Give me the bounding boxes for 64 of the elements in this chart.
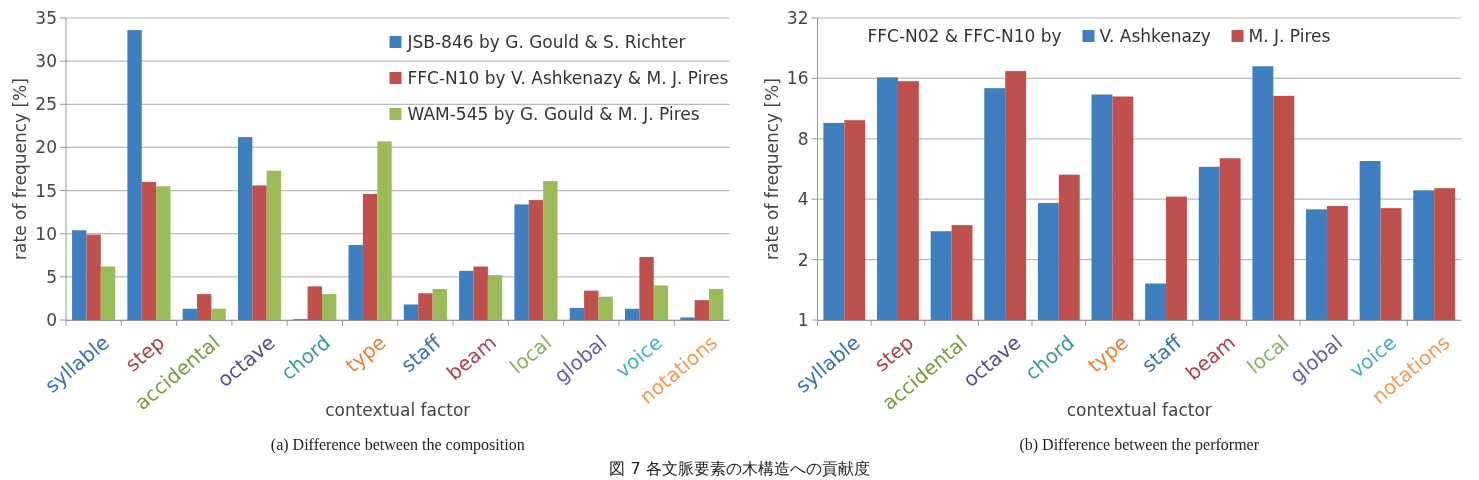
y-tick-label: 5 bbox=[46, 266, 57, 287]
x-axis-title: contextual factor bbox=[1066, 400, 1212, 420]
bar bbox=[432, 288, 447, 320]
legend-label: V. Ashkenazy bbox=[1099, 26, 1211, 46]
y-tick-label: 15 bbox=[35, 180, 57, 201]
legend-label: FFC-N10 by V. Ashkenazy & M. J. Pires bbox=[407, 68, 729, 88]
legend-label: WAM-545 by G. Gould & M. J. Pires bbox=[407, 104, 700, 124]
bar bbox=[528, 200, 544, 320]
bar bbox=[418, 293, 433, 320]
bar bbox=[625, 308, 640, 320]
x-tick-label: type bbox=[1082, 330, 1133, 378]
x-tick-label: type bbox=[340, 330, 391, 378]
bar bbox=[266, 170, 282, 320]
bar bbox=[156, 186, 171, 320]
bar bbox=[182, 308, 198, 320]
y-tick-label: 35 bbox=[35, 7, 57, 28]
text: (a) Difference between the composition bbox=[270, 436, 525, 454]
bar bbox=[569, 307, 585, 320]
bar bbox=[100, 266, 116, 320]
legend-title: FFC-N02 & FFC-N10 by bbox=[867, 26, 1062, 46]
y-tick-label: 4 bbox=[797, 189, 809, 210]
bar bbox=[709, 288, 724, 320]
caption: 図 7 各文脈要素の木構造への貢献度 bbox=[609, 459, 870, 478]
bar bbox=[127, 30, 142, 320]
bar bbox=[211, 308, 226, 320]
bar bbox=[487, 275, 503, 320]
bar bbox=[680, 317, 695, 320]
bar bbox=[639, 257, 654, 320]
y-tick-label: 8 bbox=[797, 128, 809, 149]
legend-label: JSB-846 by G. Gould & S. Richter bbox=[406, 32, 686, 52]
bar bbox=[598, 296, 613, 320]
y-tick-label: 30 bbox=[35, 51, 57, 72]
bar bbox=[694, 300, 710, 320]
bar bbox=[252, 185, 267, 320]
y-tick-label: 1 bbox=[797, 309, 809, 330]
bar bbox=[141, 181, 157, 320]
bar bbox=[377, 141, 392, 320]
bar bbox=[653, 285, 669, 320]
bar bbox=[307, 286, 322, 320]
bar bbox=[403, 304, 419, 320]
bar bbox=[348, 244, 363, 320]
y-axis-title: rate of frequency [%] bbox=[10, 78, 30, 260]
bar bbox=[514, 204, 529, 320]
y-tick-label: 10 bbox=[35, 223, 57, 244]
y-tick-label: 16 bbox=[786, 68, 809, 89]
y-tick-label: 25 bbox=[35, 94, 57, 115]
bar bbox=[237, 137, 253, 320]
bar bbox=[473, 266, 488, 320]
y-tick-label: 32 bbox=[786, 7, 809, 28]
y-tick-label: 20 bbox=[35, 137, 57, 158]
bar bbox=[459, 270, 474, 320]
x-axis-title: contextual factor bbox=[325, 400, 471, 420]
bar bbox=[362, 194, 378, 320]
bar bbox=[543, 181, 558, 320]
text: (b) Difference between the performer bbox=[1019, 436, 1260, 454]
y-tick-label: 0 bbox=[46, 309, 57, 330]
bar bbox=[86, 234, 101, 320]
bar bbox=[197, 294, 212, 320]
y-axis-title: rate of frequency [%] bbox=[761, 78, 782, 260]
bar bbox=[322, 294, 337, 320]
bar bbox=[584, 290, 599, 320]
legend-label: M. J. Pires bbox=[1248, 26, 1331, 46]
y-tick-label: 2 bbox=[797, 249, 809, 270]
bar bbox=[72, 230, 87, 320]
